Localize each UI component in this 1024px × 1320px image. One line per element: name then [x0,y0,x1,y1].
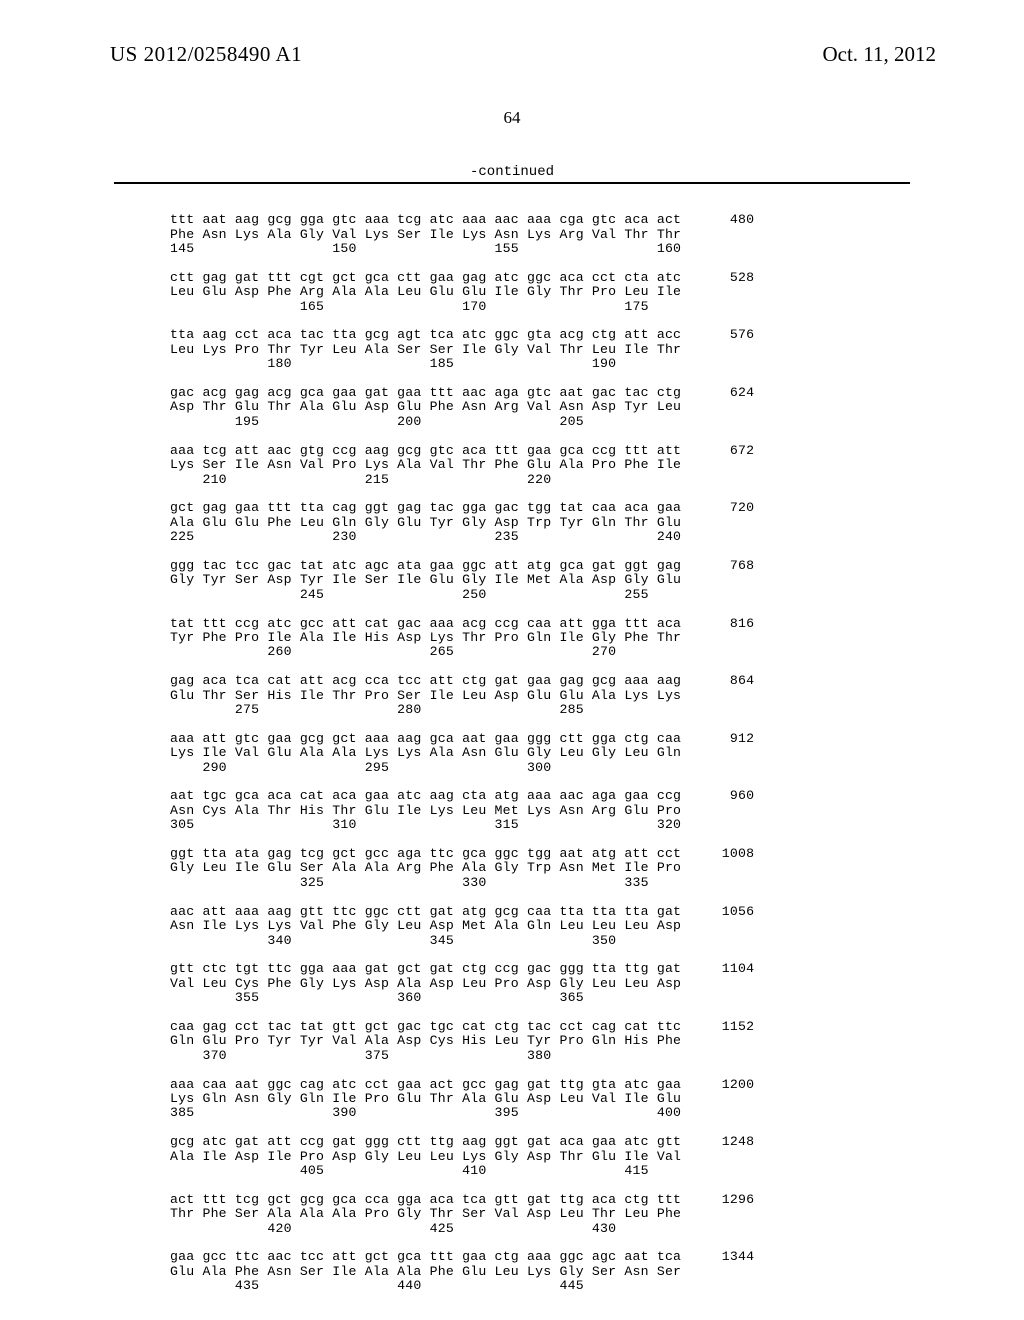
sequence-listing: ttt aat aag gcg gga gtc aaa tcg atc aaa … [170,213,754,1293]
page-number: 64 [0,108,1024,128]
header-date: Oct. 11, 2012 [822,42,936,67]
page-root: US 2012/0258490 A1 Oct. 11, 2012 64 -con… [0,0,1024,1320]
horizontal-rule [114,182,910,184]
continued-label: -continued [0,164,1024,180]
header-publication-number: US 2012/0258490 A1 [110,42,302,67]
